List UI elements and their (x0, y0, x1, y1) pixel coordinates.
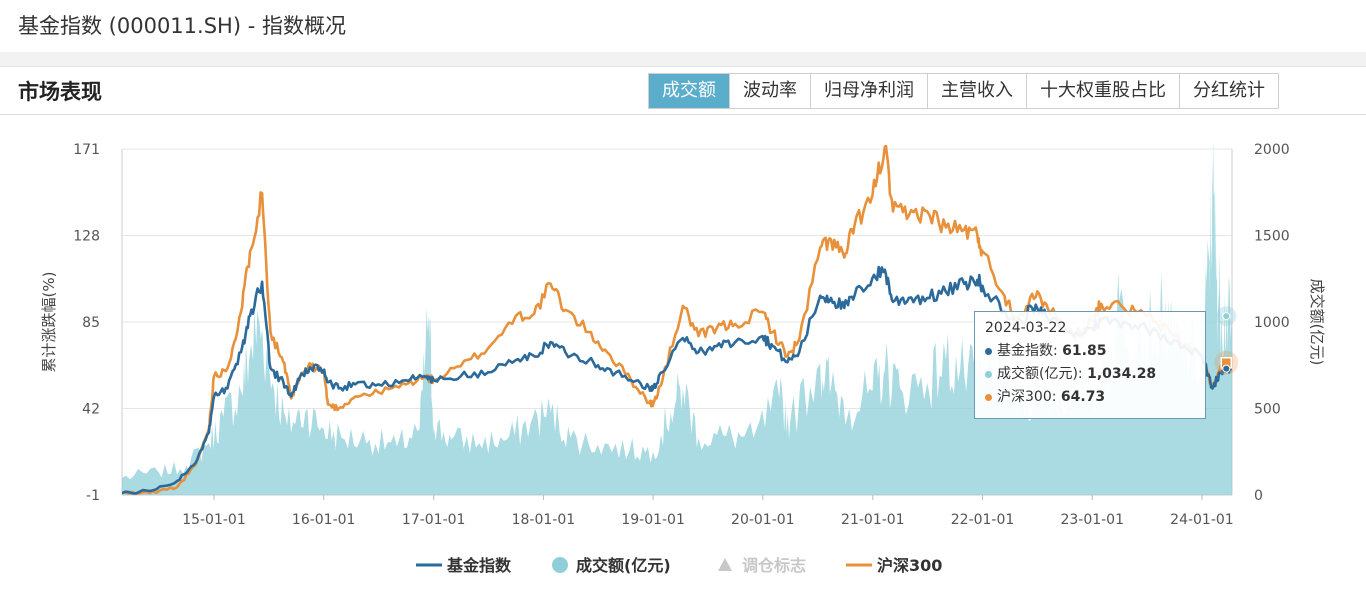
tooltip-label: 基金指数: (997, 343, 1063, 359)
y-left-tick-label: -1 (86, 488, 100, 504)
panel-title: 市场表现 (18, 80, 102, 104)
tooltip-row-fund-index: 基金指数: 61.85 (985, 340, 1195, 363)
y-left-tick-label: 171 (73, 142, 100, 158)
x-tick-label: 20-01-01 (731, 512, 795, 528)
turnover-area (122, 145, 1232, 495)
tab-dividend-stats[interactable]: 分红统计 (1179, 74, 1278, 108)
y-right-tick-label: 500 (1254, 402, 1281, 418)
panel-divider (0, 114, 1366, 115)
legend-csi300-label: 沪深300 (877, 556, 942, 575)
page-title: 基金指数 (000011.SH) - 指数概况 (18, 14, 346, 38)
tooltip-value: 1,034.28 (1087, 366, 1157, 382)
x-tick-label: 18-01-01 (512, 512, 576, 528)
y-left-tick-label: 85 (82, 315, 100, 331)
tooltip-dot-icon (985, 347, 992, 355)
csi300-line (122, 145, 1232, 495)
y-right-axis-title: 成交额(亿元) (1308, 279, 1326, 366)
hover-fund-index-point (1222, 364, 1231, 373)
metric-tabs: 成交额 波动率 归母净利润 主营收入 十大权重股占比 分红统计 (648, 73, 1279, 109)
legend-rebalance-label: 调仓标志 (742, 556, 806, 575)
chart-tooltip: 2024-03-22 基金指数: 61.85 成交额(亿元): 1,034.28… (974, 311, 1206, 419)
tab-turnover[interactable]: 成交额 (649, 74, 729, 108)
tooltip-value: 64.73 (1060, 389, 1106, 405)
y-right-tick-label: 2000 (1254, 142, 1290, 158)
fund-index-line (122, 265, 1232, 495)
legend-fund-index-label: 基金指数 (446, 556, 512, 575)
y-left-tick-label: 42 (82, 402, 100, 418)
x-tick-label: 21-01-01 (841, 512, 905, 528)
x-tick-label: 19-01-01 (621, 512, 685, 528)
x-tick-label: 23-01-01 (1060, 512, 1124, 528)
y-right-tick-label: 1000 (1254, 315, 1290, 331)
tooltip-row-csi300: 沪深300: 64.73 (985, 386, 1195, 409)
plot-area (122, 145, 1232, 495)
x-tick-label: 24-01-01 (1170, 512, 1234, 528)
tooltip-label: 沪深300: (997, 389, 1061, 405)
tab-volatility[interactable]: 波动率 (729, 74, 810, 108)
tooltip-date: 2024-03-22 (985, 320, 1067, 336)
tooltip-label: 成交额(亿元): (997, 366, 1088, 382)
legend-turnover-label: 成交额(亿元) (576, 556, 671, 575)
tooltip-value: 61.85 (1062, 343, 1107, 359)
tab-main-revenue[interactable]: 主营收入 (927, 74, 1026, 108)
y-left-axis-title: 累计涨跌幅(%) (40, 272, 58, 373)
legend-rebalance-triangle-icon (718, 558, 732, 571)
x-tick-label: 16-01-01 (292, 512, 356, 528)
x-tick-label: 22-01-01 (951, 512, 1015, 528)
x-tick-label: 17-01-01 (402, 512, 466, 528)
x-tick-label: 15-01-01 (182, 512, 246, 528)
y-right-tick-label: 0 (1254, 488, 1263, 504)
tab-top10-weight[interactable]: 十大权重股占比 (1026, 74, 1179, 108)
y-left-tick-label: 128 (73, 229, 100, 245)
legend-turnover-circle-icon (552, 557, 568, 573)
tooltip-row-turnover: 成交额(亿元): 1,034.28 (985, 363, 1195, 386)
page-header: 基金指数 (000011.SH) - 指数概况 (0, 0, 1366, 52)
tooltip-dot-icon (985, 370, 992, 378)
tab-net-profit[interactable]: 归母净利润 (810, 74, 927, 108)
tooltip-dot-icon (985, 393, 992, 401)
y-right-tick-label: 1500 (1254, 229, 1290, 245)
hover-turnover-point (1222, 312, 1231, 321)
